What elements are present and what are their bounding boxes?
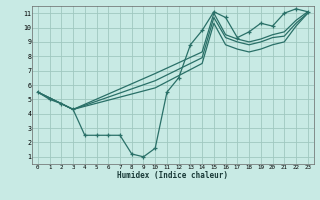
X-axis label: Humidex (Indice chaleur): Humidex (Indice chaleur) [117,171,228,180]
